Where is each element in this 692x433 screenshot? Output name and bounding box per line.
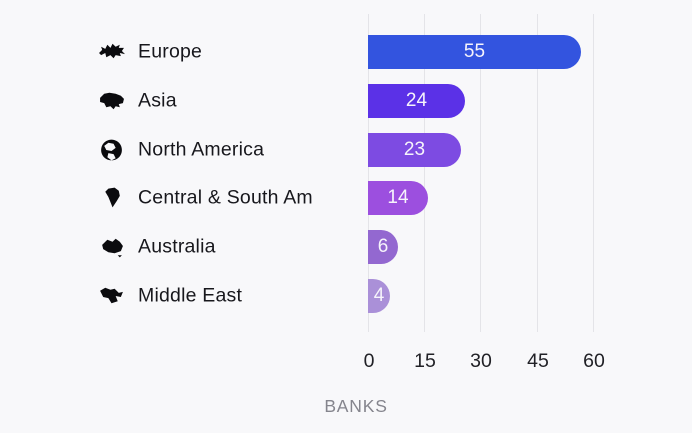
category-label: Asia	[138, 89, 177, 112]
asia-map-icon	[98, 90, 125, 113]
x-tick-label: 30	[470, 350, 492, 372]
bar-value-label: 4	[373, 285, 385, 306]
gridline	[368, 14, 369, 332]
x-tick-label: 0	[363, 350, 375, 372]
australia-map-icon	[98, 236, 125, 259]
chart-row: Central & South Am 14	[0, 181, 692, 215]
bar-value-label: 14	[387, 187, 409, 208]
gridline	[480, 14, 481, 332]
gridline	[593, 14, 594, 332]
x-tick-label: 15	[414, 350, 436, 372]
bar-middle-east: 4	[368, 279, 390, 313]
category-label: Europe	[138, 40, 203, 63]
bar-australia: 6	[368, 230, 398, 264]
gridline	[424, 14, 425, 332]
chart-row: North America 23	[0, 133, 692, 167]
chart-row: Europe 55	[0, 35, 692, 69]
category-label: North America	[138, 138, 265, 161]
bar-value-label: 6	[377, 236, 389, 257]
south-america-map-icon	[98, 187, 125, 210]
bar-central-south-am: 14	[368, 181, 428, 215]
x-tick-label: 60	[583, 350, 605, 372]
bar-value-label: 55	[463, 41, 486, 62]
x-axis-title: BANKS	[324, 396, 388, 416]
bar-value-label: 23	[403, 139, 426, 160]
x-tick-label: 45	[527, 350, 549, 372]
bar-asia: 24	[368, 84, 465, 118]
gridline	[537, 14, 538, 332]
category-label: Australia	[138, 235, 216, 258]
bar-europe: 55	[368, 35, 581, 69]
chart-row: Asia 24	[0, 84, 692, 118]
chart-row: Middle East 4	[0, 279, 692, 313]
category-label: Middle East	[138, 284, 243, 307]
north-america-globe-icon	[98, 139, 125, 162]
bar-north-america: 23	[368, 133, 461, 167]
chart-row: Australia 6	[0, 230, 692, 264]
europe-map-icon	[98, 41, 125, 64]
bar-value-label: 24	[405, 90, 428, 111]
middle-east-map-icon	[98, 285, 125, 308]
category-label: Central & South Am	[138, 186, 313, 209]
